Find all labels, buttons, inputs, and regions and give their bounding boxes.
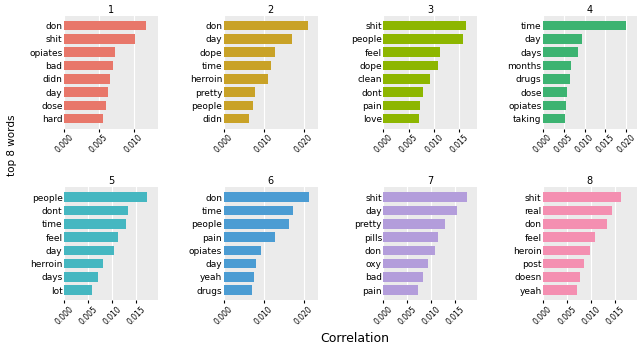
Bar [64, 21, 146, 30]
Title: 3: 3 [427, 5, 433, 15]
Bar [64, 272, 98, 282]
Bar [64, 87, 108, 97]
Bar [543, 87, 567, 97]
Bar [223, 114, 249, 124]
Bar [543, 47, 577, 57]
Bar [223, 192, 308, 202]
Bar [223, 34, 292, 44]
Bar [64, 232, 118, 242]
Bar [64, 286, 92, 295]
Title: 2: 2 [268, 5, 274, 15]
Bar [223, 219, 289, 229]
Bar [64, 246, 113, 255]
Bar [223, 246, 260, 255]
Bar [383, 34, 463, 44]
Title: 6: 6 [268, 177, 274, 186]
Bar [64, 47, 115, 57]
Bar [543, 74, 570, 84]
Bar [223, 87, 255, 97]
Bar [383, 114, 419, 124]
Bar [383, 246, 435, 255]
Bar [383, 272, 423, 282]
Bar [383, 74, 431, 84]
Bar [64, 114, 103, 124]
Title: 4: 4 [587, 5, 593, 15]
Bar [543, 246, 590, 255]
Bar [64, 192, 147, 202]
Bar [223, 101, 253, 110]
Bar [543, 232, 595, 242]
Title: 5: 5 [108, 177, 114, 186]
Bar [223, 74, 268, 84]
Bar [543, 114, 565, 124]
Bar [64, 101, 106, 110]
Bar [223, 47, 275, 57]
Bar [64, 206, 128, 215]
Bar [223, 206, 292, 215]
Bar [64, 61, 113, 70]
Bar [64, 219, 125, 229]
Text: top 8 words: top 8 words [6, 115, 17, 177]
Bar [223, 286, 252, 295]
Bar [383, 232, 438, 242]
Bar [383, 219, 445, 229]
Bar [543, 61, 572, 70]
Bar [543, 206, 612, 215]
Text: Correlation: Correlation [321, 332, 390, 345]
Bar [543, 192, 621, 202]
Bar [383, 87, 423, 97]
Bar [383, 206, 457, 215]
Bar [383, 259, 428, 269]
Bar [64, 34, 135, 44]
Title: 1: 1 [108, 5, 114, 15]
Bar [383, 286, 419, 295]
Bar [543, 21, 625, 30]
Title: 7: 7 [427, 177, 433, 186]
Bar [383, 192, 467, 202]
Bar [543, 259, 584, 269]
Bar [543, 101, 566, 110]
Bar [223, 61, 271, 70]
Bar [64, 259, 102, 269]
Bar [543, 34, 582, 44]
Title: 8: 8 [587, 177, 593, 186]
Bar [383, 61, 438, 70]
Bar [383, 47, 440, 57]
Bar [64, 74, 110, 84]
Bar [223, 259, 255, 269]
Bar [543, 219, 607, 229]
Bar [223, 21, 308, 30]
Bar [383, 101, 420, 110]
Bar [543, 286, 577, 295]
Bar [383, 21, 466, 30]
Bar [543, 272, 580, 282]
Bar [223, 232, 275, 242]
Bar [223, 272, 254, 282]
